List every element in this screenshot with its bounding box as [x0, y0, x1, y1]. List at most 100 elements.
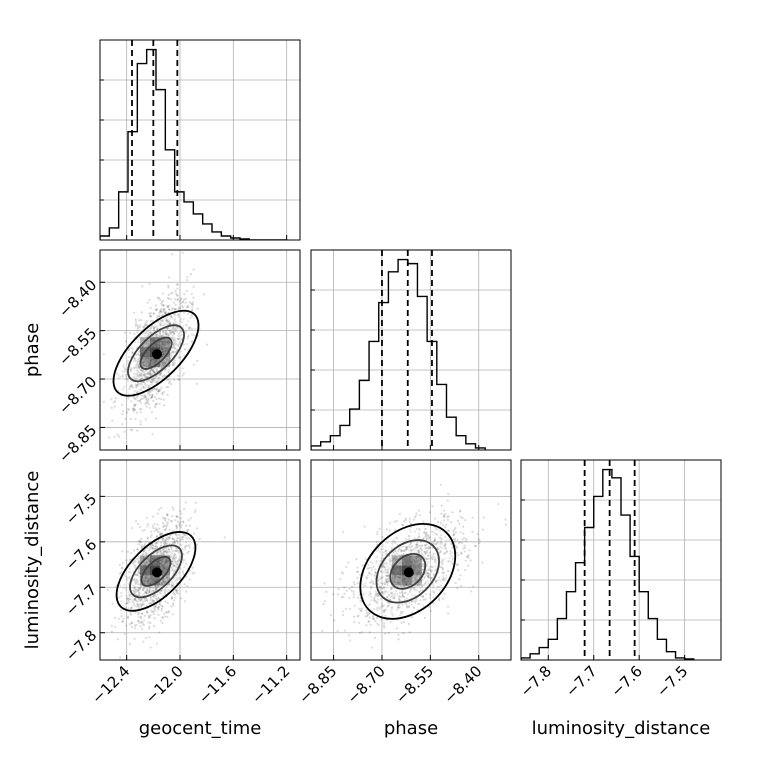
- sample-point: [387, 580, 390, 584]
- sample-point: [168, 359, 171, 362]
- sample-point: [120, 615, 123, 618]
- sample-point: [137, 390, 140, 393]
- sample-point: [159, 374, 162, 377]
- sample-point: [162, 303, 165, 307]
- sample-point: [137, 570, 140, 573]
- sample-point: [459, 574, 462, 577]
- sample-point: [171, 350, 175, 353]
- sample-point: [146, 536, 149, 539]
- sample-point: [400, 549, 403, 552]
- sample-point: [425, 543, 428, 546]
- sample-point: [128, 347, 131, 350]
- sample-point: [160, 550, 163, 553]
- panel-frame: [310, 459, 512, 661]
- sample-point: [151, 368, 154, 371]
- sample-point: [478, 539, 481, 542]
- sample-point: [160, 553, 163, 556]
- sample-point: [158, 366, 161, 369]
- sample-point: [154, 546, 157, 549]
- sample-point: [121, 375, 124, 378]
- density-cell: [160, 357, 170, 368]
- sample-point: [148, 548, 152, 551]
- sample-point: [119, 656, 122, 659]
- sample-point: [195, 382, 199, 385]
- sample-point: [409, 546, 412, 549]
- sample-point: [426, 554, 430, 557]
- sample-point: [139, 556, 142, 559]
- sample-point: [174, 580, 177, 583]
- sample-point: [185, 544, 188, 547]
- sample-point: [382, 587, 385, 590]
- sample-point: [172, 342, 175, 345]
- sample-point: [155, 381, 158, 384]
- sample-point: [176, 578, 179, 582]
- sample-point: [184, 548, 187, 551]
- sample-point: [416, 543, 419, 546]
- sample-point: [119, 571, 123, 574]
- sample-point: [132, 602, 135, 605]
- sample-point: [343, 586, 346, 589]
- sample-point: [454, 526, 457, 530]
- sample-point: [355, 557, 358, 561]
- sample-point: [144, 396, 147, 399]
- sample-point: [140, 387, 143, 390]
- sample-point: [394, 575, 397, 578]
- sample-point: [122, 587, 125, 590]
- sample-point: [139, 420, 142, 423]
- sample-point: [127, 348, 130, 351]
- sample-point: [146, 324, 149, 327]
- sample-point: [458, 578, 461, 581]
- sample-point: [135, 588, 138, 592]
- sample-point: [155, 397, 158, 400]
- sample-point: [171, 567, 174, 571]
- sample-point: [410, 548, 413, 551]
- density-cell: [140, 357, 150, 368]
- sample-point: [156, 370, 159, 373]
- sample-point: [392, 581, 395, 584]
- sample-point: [137, 375, 140, 378]
- sample-point: [150, 373, 153, 376]
- sample-point: [376, 549, 379, 552]
- sample-point: [126, 599, 130, 603]
- sample-point: [393, 579, 396, 582]
- sample-point: [102, 353, 105, 356]
- sample-point: [165, 589, 168, 592]
- sample-point: [382, 610, 385, 613]
- sample-point: [421, 589, 424, 592]
- sample-point: [149, 312, 153, 315]
- sample-point: [160, 583, 163, 586]
- sample-point: [149, 315, 153, 318]
- sample-point: [139, 598, 142, 601]
- sample-point: [413, 575, 416, 579]
- sample-point: [136, 330, 139, 333]
- sample-point: [424, 531, 427, 534]
- sample-point: [415, 543, 418, 546]
- sample-point: [156, 529, 159, 532]
- sample-point: [440, 546, 443, 550]
- sample-point: [173, 347, 177, 350]
- sample-point: [168, 534, 172, 538]
- sample-point: [171, 541, 175, 544]
- sample-point: [161, 605, 164, 608]
- sample-point: [432, 552, 435, 555]
- sample-point: [155, 335, 158, 338]
- sample-point: [376, 595, 379, 598]
- sample-point: [381, 605, 384, 608]
- sample-point: [154, 375, 157, 379]
- sample-point: [171, 334, 174, 337]
- sample-point: [444, 547, 447, 550]
- sample-point: [137, 555, 140, 558]
- sample-point: [144, 331, 147, 335]
- sample-point: [181, 547, 184, 551]
- sample-point: [152, 544, 155, 547]
- sample-point: [143, 600, 147, 603]
- sample-point: [427, 582, 430, 585]
- sample-point: [155, 588, 158, 592]
- sample-point: [413, 587, 416, 590]
- sample-point: [401, 523, 405, 527]
- sample-point: [140, 544, 143, 547]
- sample-point: [422, 537, 426, 540]
- sample-point: [157, 397, 161, 400]
- sample-point: [182, 558, 185, 561]
- sample-point: [124, 624, 128, 627]
